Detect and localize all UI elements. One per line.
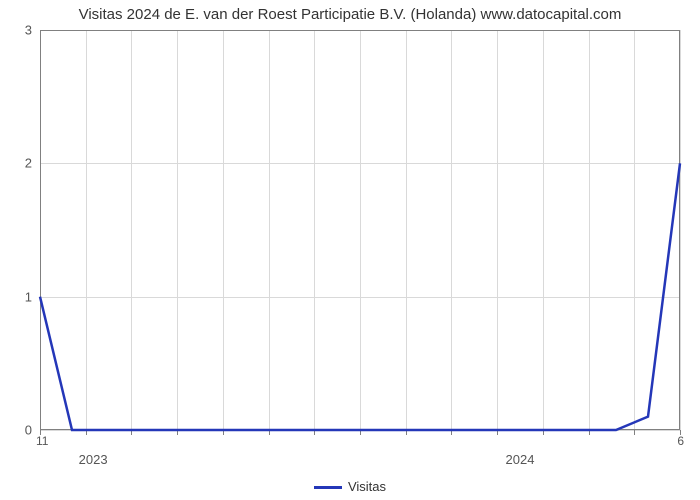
- y-tick-label: 1: [25, 289, 32, 304]
- x-corner-left-label: 11: [36, 434, 48, 448]
- chart-title: Visitas 2024 de E. van der Roest Partici…: [0, 6, 700, 23]
- x-corner-right-label: 6: [677, 434, 684, 448]
- series-line: [40, 30, 680, 430]
- y-tick-label: 2: [25, 156, 32, 171]
- legend: Visitas: [0, 479, 700, 494]
- gridline-vertical: [680, 30, 681, 430]
- x-minor-tick: [634, 430, 635, 435]
- chart-plot-area: 012320232024116: [40, 30, 680, 430]
- legend-swatch: [314, 486, 342, 489]
- y-tick-label: 0: [25, 423, 32, 438]
- legend-label: Visitas: [348, 479, 386, 494]
- x-major-label: 2024: [506, 452, 535, 467]
- x-major-label: 2023: [79, 452, 108, 467]
- y-tick-label: 3: [25, 23, 32, 38]
